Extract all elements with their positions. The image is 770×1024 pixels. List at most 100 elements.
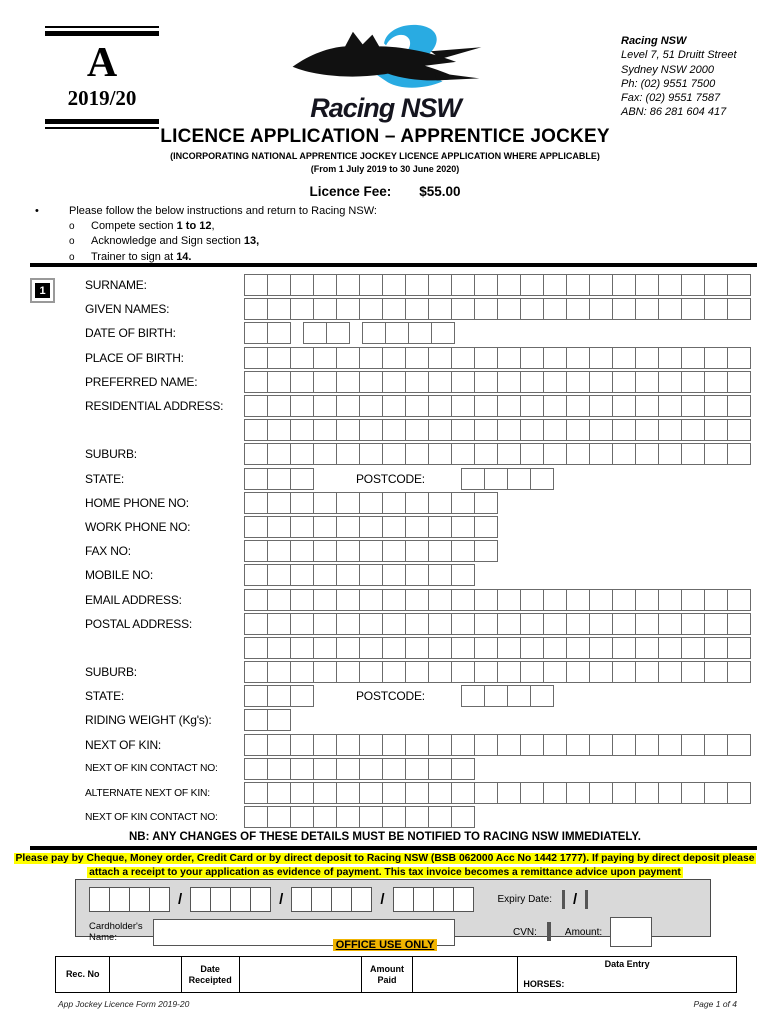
char-box[interactable] [244,685,268,708]
char-box[interactable] [681,370,705,393]
char-box[interactable] [313,274,337,297]
char-box[interactable] [566,346,590,369]
char-box[interactable] [483,685,508,708]
char-box[interactable] [727,395,751,418]
char-box[interactable] [405,395,429,418]
char-box[interactable] [474,491,498,514]
char-box[interactable] [336,806,360,829]
char-box[interactable] [190,887,212,912]
char-box[interactable] [451,491,475,514]
char-box[interactable] [336,515,360,538]
char-box[interactable] [612,395,636,418]
char-box[interactable] [681,661,705,684]
char-box[interactable] [311,887,333,912]
char-box[interactable] [428,491,452,514]
char-box[interactable] [589,782,613,805]
char-box[interactable] [267,782,291,805]
char-box[interactable] [704,612,728,635]
char-box[interactable] [612,298,636,321]
char-box[interactable] [336,612,360,635]
char-box[interactable] [589,661,613,684]
char-box[interactable] [313,782,337,805]
char-box[interactable] [635,782,659,805]
char-box[interactable] [359,588,383,611]
char-box[interactable] [612,274,636,297]
char-box[interactable] [267,685,291,708]
char-box[interactable] [543,395,567,418]
char-box[interactable] [405,636,429,659]
char-box[interactable] [359,419,383,442]
char-box[interactable] [474,346,498,369]
char-box[interactable] [428,274,452,297]
char-box[interactable] [359,443,383,466]
char-box[interactable] [612,612,636,635]
char-box[interactable] [331,887,353,912]
char-box[interactable] [267,274,291,297]
char-box[interactable] [704,588,728,611]
char-box[interactable] [336,443,360,466]
char-box[interactable] [290,395,314,418]
char-box[interactable] [589,612,613,635]
char-box[interactable] [497,443,521,466]
char-box[interactable] [428,733,452,756]
char-box[interactable] [313,346,337,369]
char-box[interactable] [412,887,434,912]
char-box[interactable] [89,887,110,912]
char-box[interactable] [543,419,567,442]
char-box[interactable] [635,612,659,635]
char-box[interactable] [362,322,386,345]
char-box[interactable] [474,419,498,442]
char-box[interactable] [336,588,360,611]
char-box[interactable] [382,443,406,466]
char-box[interactable] [326,322,350,345]
char-box[interactable] [244,346,268,369]
char-box[interactable] [520,588,544,611]
char-box[interactable] [727,370,751,393]
char-box[interactable] [566,636,590,659]
char-box[interactable] [244,564,268,587]
char-box[interactable] [566,274,590,297]
char-box[interactable] [405,661,429,684]
char-box[interactable] [566,733,590,756]
char-box[interactable] [244,661,268,684]
char-box[interactable] [244,540,268,563]
char-box[interactable] [635,636,659,659]
char-box[interactable] [681,782,705,805]
char-box[interactable] [451,419,475,442]
char-box[interactable] [313,540,337,563]
char-box[interactable] [589,298,613,321]
char-box[interactable] [405,419,429,442]
char-box[interactable] [497,298,521,321]
char-box[interactable] [382,612,406,635]
char-box[interactable] [658,370,682,393]
char-box[interactable] [497,395,521,418]
char-box[interactable] [612,443,636,466]
char-box[interactable] [405,540,429,563]
char-box[interactable] [359,636,383,659]
char-box[interactable] [290,443,314,466]
char-box[interactable] [382,806,406,829]
char-box[interactable] [244,757,268,780]
char-box[interactable] [497,661,521,684]
char-box[interactable] [382,733,406,756]
char-box[interactable] [460,685,485,708]
char-box[interactable] [382,782,406,805]
char-box[interactable] [129,887,150,912]
char-box[interactable] [520,661,544,684]
char-box[interactable] [428,370,452,393]
char-box[interactable] [244,274,268,297]
char-box[interactable] [428,612,452,635]
char-box[interactable] [244,467,268,490]
char-box[interactable] [566,661,590,684]
char-box[interactable] [589,346,613,369]
char-box[interactable] [336,757,360,780]
char-box[interactable] [451,806,475,829]
char-box[interactable] [336,419,360,442]
char-box[interactable] [428,636,452,659]
char-box[interactable] [704,419,728,442]
char-box[interactable] [405,370,429,393]
char-box[interactable] [543,612,567,635]
char-box[interactable] [658,636,682,659]
char-box[interactable] [727,346,751,369]
char-box[interactable] [382,588,406,611]
